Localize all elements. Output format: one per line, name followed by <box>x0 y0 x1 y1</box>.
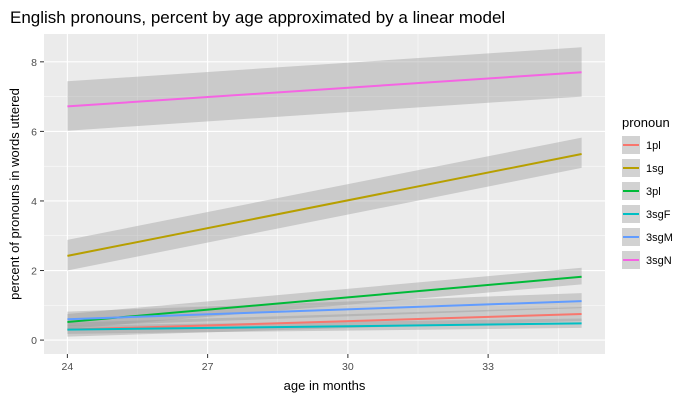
y-tick-label: 8 <box>31 57 37 69</box>
x-tick-label: 27 <box>202 361 214 373</box>
line-3sgN <box>67 71 582 108</box>
legend-label-3sgM: 3sgM <box>646 232 673 244</box>
series-lines <box>67 71 582 331</box>
x-tick-label: 30 <box>342 361 354 373</box>
legend-title: pronoun <box>622 115 670 130</box>
legend-label-3sgN: 3sgN <box>646 255 672 267</box>
grid <box>44 34 605 354</box>
legend-label-3sgF: 3sgF <box>646 209 671 221</box>
legend-label-1sg: 1sg <box>646 163 664 175</box>
legend-label-1pl: 1pl <box>646 140 661 152</box>
y-tick-label: 0 <box>31 335 37 347</box>
x-axis-title: age in months <box>284 378 366 393</box>
legend-label-3pl: 3pl <box>646 186 661 198</box>
y-tick-label: 4 <box>31 196 37 208</box>
legend: pronoun 1pl 1sg 3pl 3sgF 3sgM 3sgN <box>622 115 673 269</box>
line-1sg <box>67 153 582 257</box>
line-3sgM <box>67 300 582 321</box>
y-tick-label: 6 <box>31 126 37 138</box>
y-tick-label: 2 <box>31 266 37 278</box>
x-tick-label: 24 <box>62 361 74 373</box>
band-3pl <box>67 267 582 329</box>
line-3sgF <box>67 322 582 331</box>
chart-title: English pronouns, percent by age approxi… <box>10 8 505 27</box>
line-1pl <box>67 313 582 331</box>
x-tick-label: 33 <box>482 361 494 373</box>
line-3pl <box>67 275 582 323</box>
y-axis-title: percent of pronouns in words uttered <box>7 88 22 300</box>
